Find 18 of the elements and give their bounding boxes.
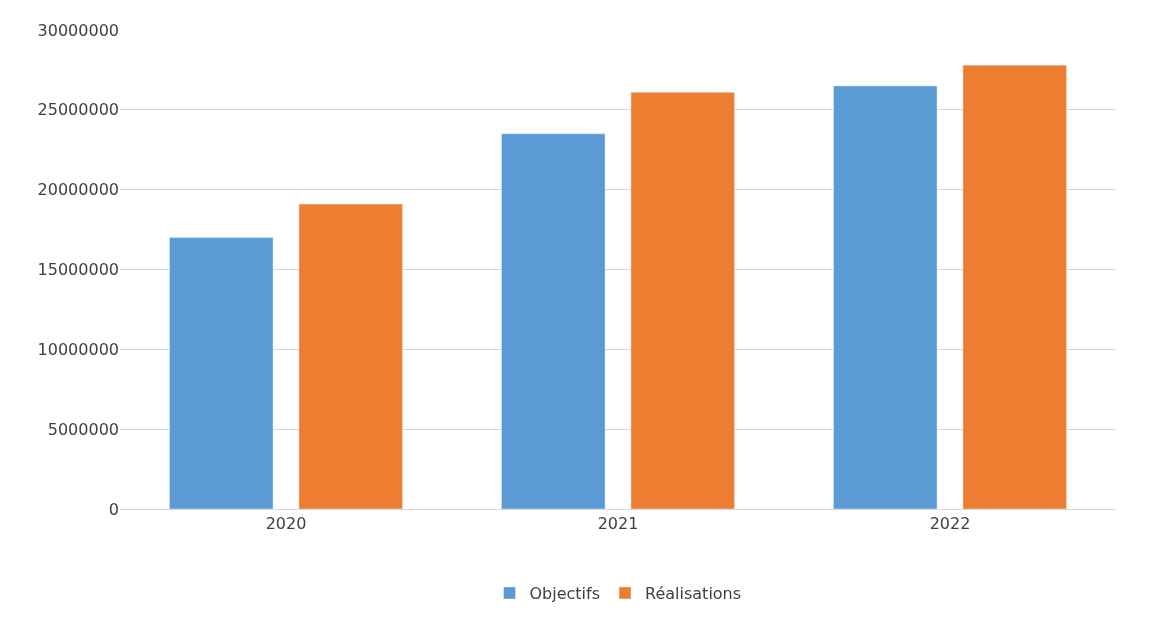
y-tick-label: 15000000	[37, 260, 119, 280]
bar	[298, 203, 403, 509]
y-tick-label: 30000000	[37, 20, 119, 40]
bar	[630, 92, 735, 509]
y-tick-label: 10000000	[37, 339, 119, 359]
x-tick-label: 2021	[597, 514, 639, 534]
bar	[962, 64, 1067, 509]
bar	[169, 237, 274, 509]
bar	[833, 85, 938, 509]
bar	[501, 133, 606, 509]
x-tick-label: 2022	[929, 514, 971, 534]
y-tick-label: 0	[108, 499, 119, 519]
legend-label: Objectifs	[529, 584, 601, 604]
legend-label: Réalisations	[645, 584, 742, 604]
x-tick-label: 2020	[265, 514, 307, 534]
y-tick-label: 25000000	[37, 100, 119, 120]
y-tick-label: 5000000	[47, 419, 119, 439]
y-tick-label: 20000000	[37, 180, 119, 200]
